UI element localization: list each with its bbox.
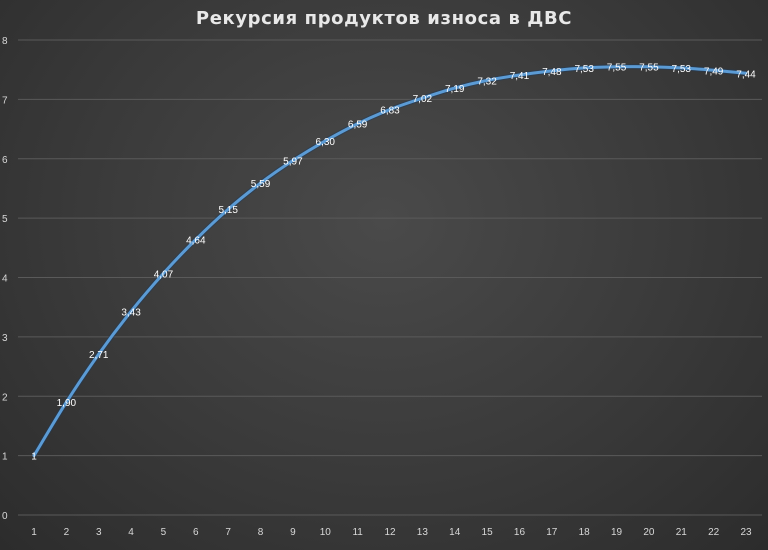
x-tick-label: 21 bbox=[676, 527, 688, 538]
x-tick-label: 13 bbox=[417, 527, 429, 538]
x-tick-label: 2 bbox=[64, 527, 70, 538]
data-label: 7,53 bbox=[672, 64, 692, 75]
y-tick-label: 7 bbox=[2, 95, 8, 106]
data-label: 5,59 bbox=[251, 179, 271, 190]
data-label: 7,19 bbox=[445, 84, 465, 95]
x-tick-label: 6 bbox=[193, 527, 199, 538]
x-tick-label: 14 bbox=[449, 527, 461, 538]
x-tick-label: 18 bbox=[579, 527, 591, 538]
x-tick-label: 1 bbox=[31, 527, 37, 538]
chart-title: Рекурсия продуктов износа в ДВС bbox=[195, 8, 573, 29]
data-label: 4,64 bbox=[186, 236, 206, 247]
x-tick-label: 11 bbox=[352, 527, 363, 538]
x-tick-label: 20 bbox=[643, 527, 655, 538]
data-label: 7,55 bbox=[607, 63, 627, 74]
x-tick-label: 19 bbox=[611, 527, 623, 538]
x-tick-label: 7 bbox=[225, 527, 231, 538]
series-line bbox=[32, 65, 748, 458]
data-label: 6,30 bbox=[316, 137, 336, 148]
series-line-shadow bbox=[31, 64, 747, 457]
data-label: 5,15 bbox=[218, 205, 238, 216]
x-tick-label: 23 bbox=[740, 527, 752, 538]
data-label: 6,83 bbox=[380, 105, 400, 116]
y-tick-label: 3 bbox=[2, 333, 8, 344]
x-tick-label: 22 bbox=[708, 527, 720, 538]
data-label: 2,71 bbox=[89, 350, 109, 361]
data-label: 7,53 bbox=[574, 64, 594, 75]
data-label: 7,02 bbox=[413, 94, 433, 105]
y-tick-label: 6 bbox=[2, 155, 8, 166]
y-tick-label: 1 bbox=[2, 452, 8, 463]
data-label: 7,44 bbox=[736, 69, 756, 80]
y-tick-label: 0 bbox=[2, 511, 8, 522]
data-label: 1,90 bbox=[57, 398, 77, 409]
x-tick-label: 8 bbox=[258, 527, 264, 538]
x-tick-label: 5 bbox=[161, 527, 167, 538]
x-tick-label: 17 bbox=[546, 527, 558, 538]
y-tick-label: 4 bbox=[2, 274, 8, 285]
data-label: 4,07 bbox=[154, 269, 174, 280]
data-label: 6,59 bbox=[348, 120, 368, 131]
x-tick-label: 4 bbox=[128, 527, 134, 538]
data-label: 7,41 bbox=[510, 71, 530, 82]
data-label: 5,97 bbox=[283, 157, 303, 168]
x-tick-label: 15 bbox=[482, 527, 494, 538]
data-label: 3,43 bbox=[121, 307, 141, 318]
data-label: 7,48 bbox=[542, 67, 562, 78]
x-tick-label: 10 bbox=[320, 527, 332, 538]
y-tick-label: 2 bbox=[2, 392, 8, 403]
x-tick-label: 9 bbox=[290, 527, 296, 538]
x-tick-label: 16 bbox=[514, 527, 526, 538]
x-tick-label: 3 bbox=[96, 527, 102, 538]
x-tick-label: 12 bbox=[384, 527, 396, 538]
data-label: 7,55 bbox=[639, 63, 659, 74]
data-label: 7,49 bbox=[704, 66, 724, 77]
data-label: 7,32 bbox=[477, 76, 497, 87]
data-label: 1 bbox=[31, 452, 37, 463]
y-tick-label: 8 bbox=[2, 36, 8, 47]
y-tick-label: 5 bbox=[2, 214, 8, 225]
